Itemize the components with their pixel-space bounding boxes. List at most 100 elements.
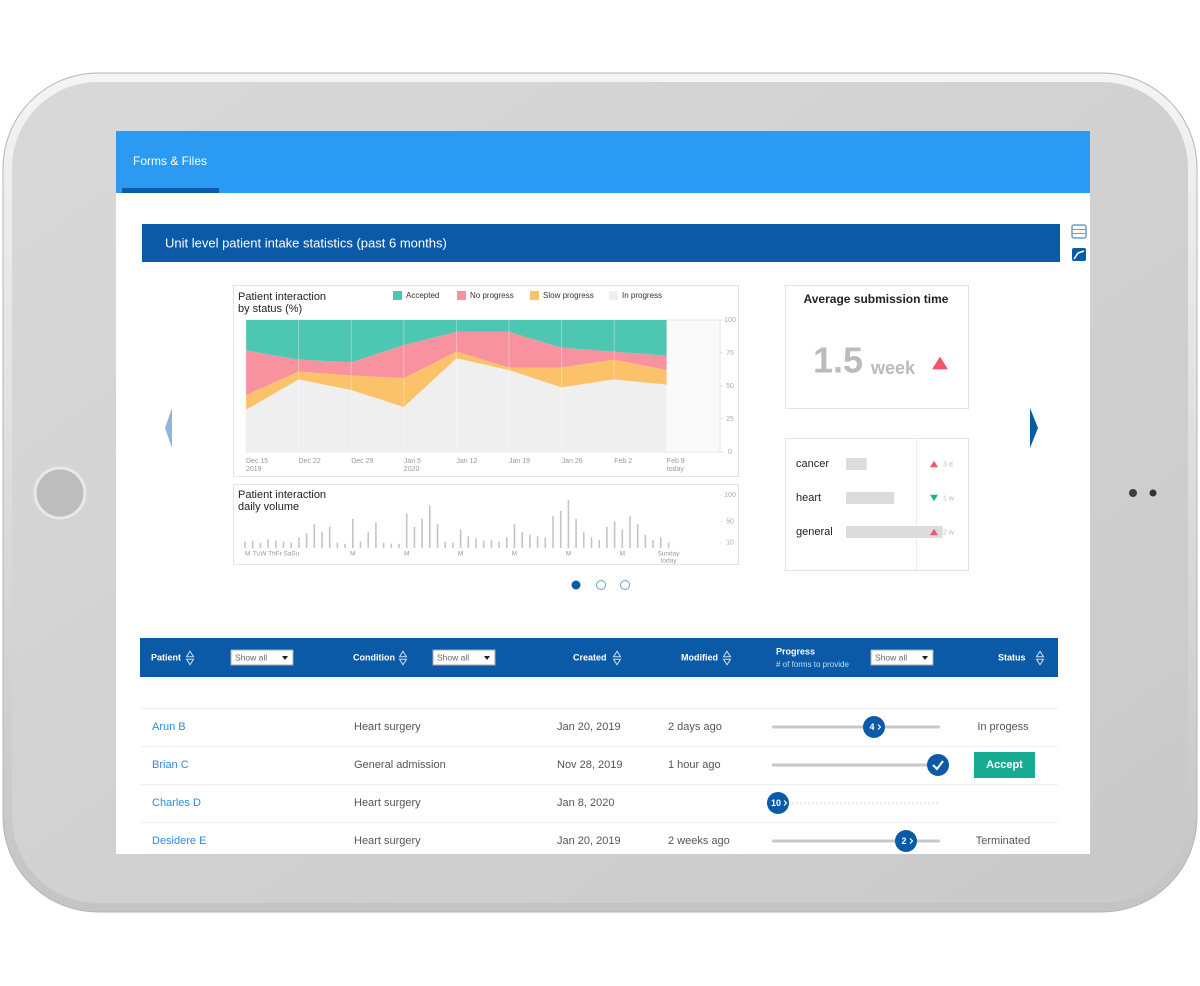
bar [375, 522, 377, 548]
progress-count: 2 [901, 836, 906, 846]
filter-label[interactable]: Show all [235, 652, 267, 662]
x-tick-sublabel: today [667, 466, 685, 473]
home-button[interactable] [33, 466, 87, 520]
bar [506, 537, 508, 548]
bar [429, 505, 431, 548]
bar [667, 542, 670, 548]
patient-link[interactable]: Brian C [152, 759, 189, 771]
created: Jan 20, 2019 [557, 721, 621, 733]
chart-view-icon[interactable] [1072, 248, 1086, 261]
created: Jan 8, 2020 [557, 797, 615, 809]
prev-arrow[interactable] [165, 408, 172, 448]
filter-label[interactable]: Show all [875, 652, 907, 662]
bar [421, 518, 423, 548]
bar [490, 540, 493, 548]
patient-link[interactable]: Arun B [152, 721, 186, 733]
column-header[interactable]: Status [998, 652, 1026, 662]
bar [328, 526, 331, 548]
accept-button-label[interactable]: Accept [986, 759, 1023, 771]
x-tick-label: Jan 19 [509, 458, 530, 465]
progress-knob[interactable] [895, 830, 917, 852]
bar [352, 518, 354, 548]
column-subheader: # of forms to provide [776, 660, 849, 669]
filter-caret [282, 656, 288, 660]
progress-knob[interactable] [863, 716, 885, 738]
bar [606, 526, 608, 548]
bar [544, 537, 547, 548]
condition: General admission [354, 759, 446, 771]
chart-title: by status (%) [238, 303, 302, 315]
sort-up [722, 650, 732, 658]
progress-knob[interactable] [927, 754, 949, 776]
tab-underline [122, 188, 219, 193]
modified: 2 weeks ago [668, 835, 730, 847]
bar [459, 529, 462, 548]
x-tick-label: M [458, 551, 463, 558]
y-tick-label: 50 [726, 383, 734, 390]
legend-label: No progress [470, 291, 514, 300]
bar [436, 524, 439, 548]
bar [629, 516, 631, 548]
bar [598, 540, 600, 548]
bar [575, 518, 577, 548]
sort-up [1035, 650, 1045, 658]
column-header[interactable]: Patient [151, 652, 181, 662]
patient-link[interactable]: Charles D [152, 797, 201, 809]
section-title: Unit level patient intake statistics (pa… [165, 235, 447, 250]
kpi-card [785, 285, 969, 409]
y-tick-label: 100 [724, 492, 736, 499]
area [246, 351, 667, 410]
next-arrow[interactable] [1030, 408, 1038, 448]
chart-title: Patient interaction [238, 291, 326, 303]
volume-chart-card [233, 484, 739, 565]
sensor [1149, 489, 1157, 497]
x-tick-label: Su [291, 551, 299, 558]
area [246, 320, 667, 363]
column-header[interactable]: Condition [353, 652, 395, 662]
carousel-dot[interactable] [620, 580, 630, 590]
y-tick-label: 0 [728, 449, 732, 456]
progress-check [932, 760, 944, 771]
legend-swatch [393, 291, 402, 300]
y-tick-label: 100 [724, 317, 736, 324]
bar [644, 534, 647, 548]
carousel-dot[interactable] [596, 580, 606, 590]
x-tick-label: M [404, 551, 409, 558]
accept-button[interactable] [974, 752, 1035, 778]
x-tick-label: Jan 12 [456, 458, 477, 465]
condition-value-label: 3 d [943, 461, 953, 468]
sort-up [612, 650, 622, 658]
x-tick-sublabel: 2019 [246, 466, 262, 473]
progress-knob[interactable] [767, 792, 789, 814]
x-tick-label: M [512, 551, 517, 558]
x-tick-label: Jan 26 [562, 458, 583, 465]
legend-swatch [530, 291, 539, 300]
x-tick-label: Fr [276, 551, 283, 558]
area [246, 358, 667, 452]
filter-select[interactable] [230, 649, 294, 666]
x-tick-label: Sunday [657, 551, 680, 558]
progress-chevron [783, 800, 788, 806]
filter-select[interactable] [870, 649, 934, 666]
modified: 1 hour ago [668, 759, 721, 771]
y-tick-label: 10 [726, 540, 734, 547]
bar [529, 534, 531, 548]
bar [282, 541, 285, 548]
tab[interactable]: Forms & Files [133, 154, 207, 168]
carousel-dot[interactable] [571, 580, 581, 590]
patient-link[interactable]: Desidere E [152, 835, 206, 847]
bar [498, 541, 500, 548]
bar [567, 500, 570, 548]
bar [413, 526, 416, 548]
x-tick-label: Feb 9 [667, 458, 685, 465]
x-tick-label: Dec 15 [246, 458, 268, 465]
column-header[interactable]: Created [573, 652, 607, 662]
filter-select[interactable] [432, 649, 496, 666]
sort-down [185, 658, 195, 666]
column-header[interactable]: Modified [681, 652, 718, 662]
filter-label[interactable]: Show all [437, 652, 469, 662]
bar [305, 533, 308, 548]
condition-trend [930, 528, 938, 536]
bar [382, 542, 385, 548]
table-view-icon[interactable] [1071, 224, 1087, 239]
